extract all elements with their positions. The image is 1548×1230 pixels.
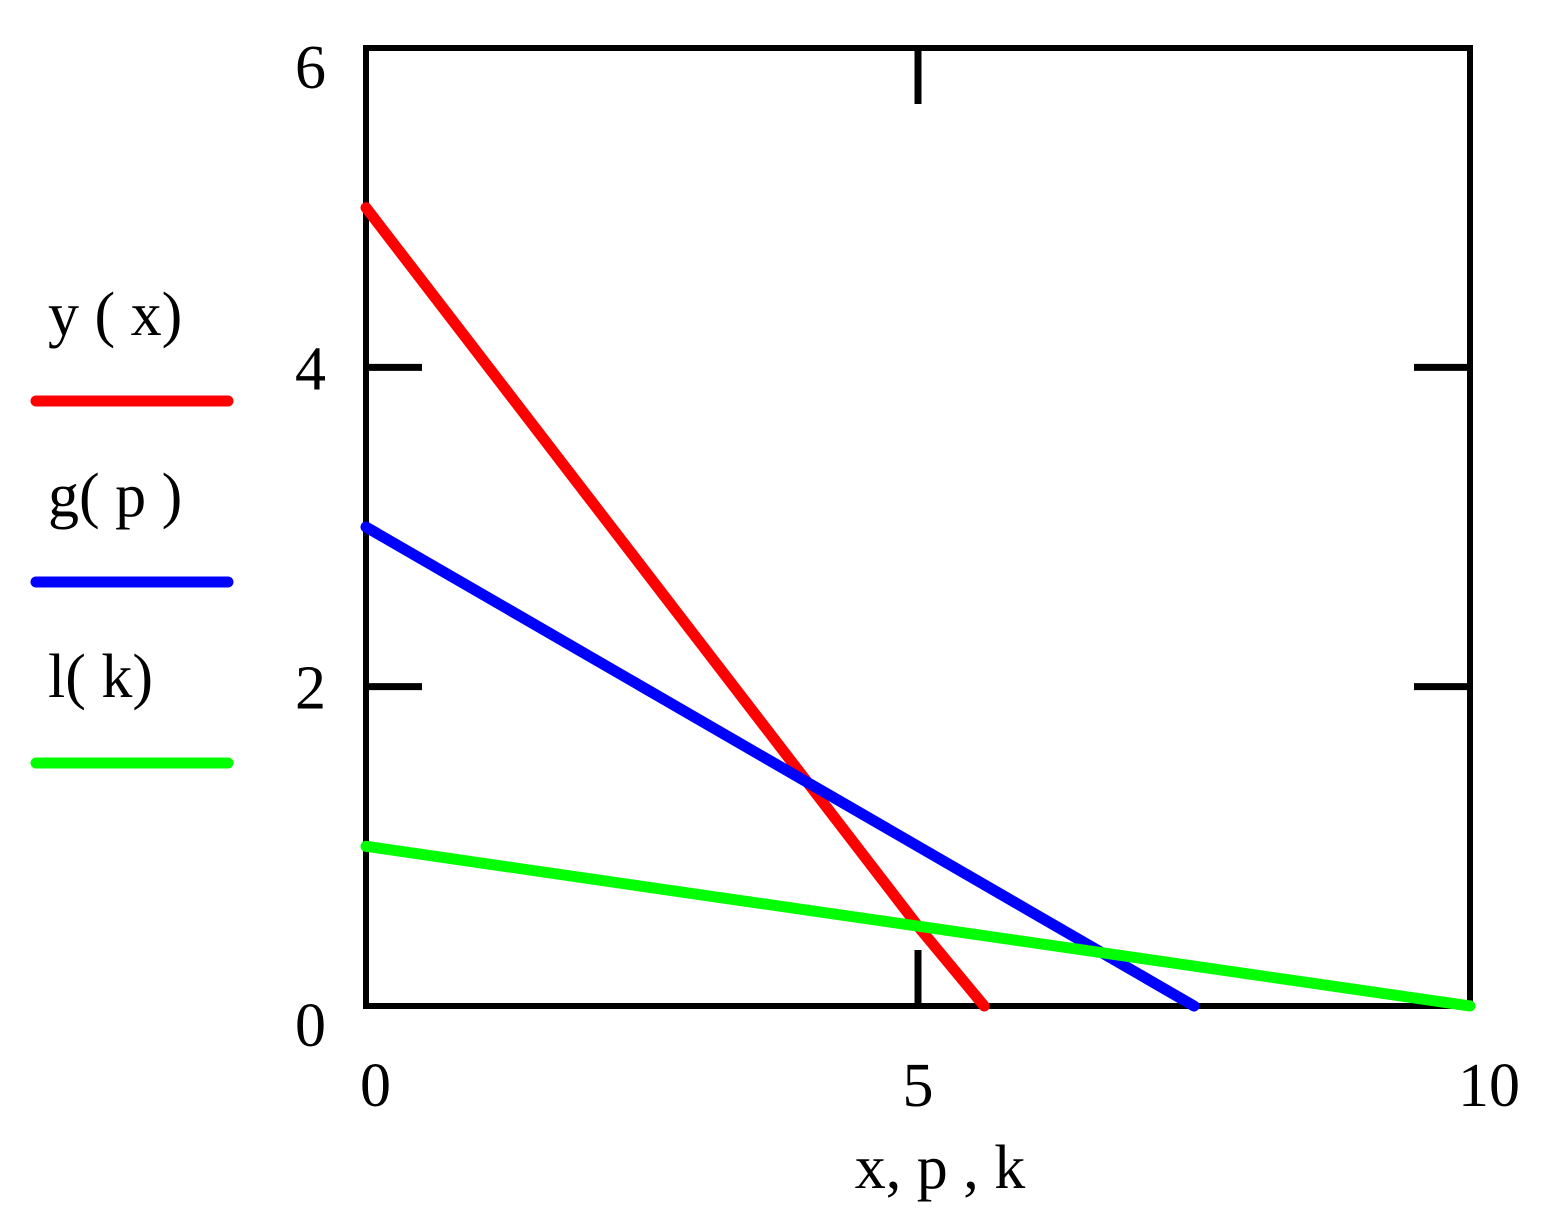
series-lines: [360, 202, 1476, 1012]
series-line-3: [360, 840, 1476, 1012]
plot-area-frame: [363, 45, 1473, 1009]
y-tick-label: 6: [295, 34, 326, 102]
axis-tick-labels: 0 5 10 0 2 4 6: [295, 34, 1520, 1120]
y-tick-label: 2: [295, 655, 326, 723]
x-axis-label: x, p , k: [855, 1134, 1026, 1202]
axis-ticks: [366, 48, 1470, 1006]
series-line-2: [360, 521, 1200, 1012]
legend-label: y ( x): [48, 281, 182, 349]
x-tick-label: 0: [360, 1052, 391, 1120]
x-tick-label: 10: [1458, 1052, 1520, 1120]
y-tick-label: 0: [295, 992, 326, 1060]
legend-label: l( k): [48, 643, 153, 711]
chart-legend: y ( x) g( p ) l( k): [30, 281, 234, 769]
x-tick-label: 5: [903, 1052, 934, 1120]
legend-label: g( p ): [48, 462, 182, 530]
y-tick-label: 4: [295, 335, 326, 403]
